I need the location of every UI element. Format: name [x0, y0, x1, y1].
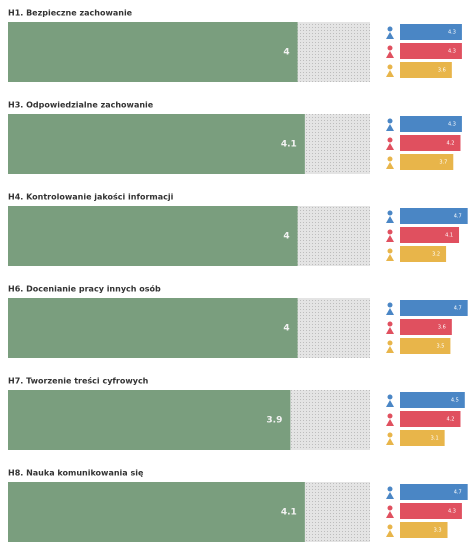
score-bar	[8, 114, 305, 174]
group-label: 4.7	[454, 490, 462, 496]
person-icon	[387, 340, 393, 346]
person-icon	[386, 511, 394, 518]
person-icon	[387, 229, 393, 235]
person-icon	[387, 156, 393, 162]
score-bar	[8, 482, 305, 542]
person-icon	[387, 26, 393, 32]
group-bar	[400, 319, 452, 335]
group-bar	[400, 338, 451, 354]
person-icon	[387, 137, 393, 143]
person-icon	[387, 45, 393, 51]
group-bar	[400, 503, 462, 519]
group-bar	[400, 484, 468, 500]
score-label: 4	[283, 48, 289, 58]
group-label: 4.1	[445, 233, 453, 239]
group-bar	[400, 392, 465, 408]
person-icon	[387, 524, 393, 530]
score-label: 4.1	[281, 508, 297, 518]
score-bar	[8, 390, 291, 450]
group-label: 4.7	[454, 306, 462, 312]
group-bar	[400, 430, 445, 446]
person-icon	[386, 216, 394, 223]
group-bar	[400, 246, 447, 262]
person-icon	[387, 210, 393, 216]
score-label: 4	[283, 324, 289, 334]
panel-title: H4. Kontrolowanie jakości informacji	[8, 192, 174, 202]
person-icon	[387, 505, 393, 511]
group-label: 3.1	[431, 436, 439, 442]
person-icon	[386, 492, 394, 499]
person-icon	[387, 394, 393, 400]
panel-title: H3. Odpowiedzialne zachowanie	[8, 101, 154, 110]
person-icon	[387, 64, 393, 70]
group-bar	[400, 135, 461, 151]
panel-title: H8. Nauka komunikowania się	[8, 469, 144, 478]
group-bar	[400, 62, 452, 78]
person-icon	[386, 51, 394, 58]
group-label: 3.5	[436, 344, 444, 350]
person-icon	[386, 400, 394, 407]
person-icon	[386, 124, 394, 131]
score-bar	[8, 206, 298, 266]
group-label: 4.2	[447, 141, 455, 147]
person-icon	[386, 235, 394, 242]
person-icon	[387, 118, 393, 124]
group-bar	[400, 208, 468, 224]
score-bar	[8, 298, 298, 358]
person-icon	[387, 432, 393, 438]
group-bar	[400, 227, 460, 243]
score-label: 4.1	[281, 140, 297, 150]
person-icon	[386, 346, 394, 353]
score-label: 3.9	[266, 416, 282, 426]
group-label: 3.2	[432, 252, 440, 258]
person-icon	[386, 327, 394, 334]
person-icon	[386, 419, 394, 426]
group-label: 3.6	[438, 325, 446, 331]
group-bar	[400, 43, 462, 59]
person-icon	[386, 530, 394, 537]
group-label: 3.3	[434, 528, 442, 534]
person-icon	[386, 143, 394, 150]
group-label: 3.7	[439, 160, 447, 166]
group-label: 4.2	[447, 417, 455, 423]
panel-title: H7. Tworzenie treści cyfrowych	[8, 376, 149, 386]
group-bar	[400, 300, 468, 316]
person-icon	[386, 308, 394, 315]
person-icon	[386, 254, 394, 261]
group-label: 4.3	[448, 122, 456, 128]
person-icon	[386, 70, 394, 77]
group-label: 4.5	[451, 398, 459, 404]
group-bar	[400, 522, 448, 538]
person-icon	[387, 413, 393, 419]
panel-title: H6. Docenianie pracy innych osób	[8, 284, 161, 294]
group-label: 4.7	[454, 214, 462, 220]
group-label: 3.6	[438, 68, 446, 74]
group-bar	[400, 154, 454, 170]
panel-title: H1. Bezpieczne zachowanie	[8, 9, 133, 18]
person-icon	[386, 162, 394, 169]
person-icon	[387, 248, 393, 254]
score-label: 4	[283, 232, 289, 242]
person-icon	[387, 486, 393, 492]
group-bar	[400, 411, 461, 427]
score-bar	[8, 22, 298, 82]
person-icon	[386, 32, 394, 39]
group-label: 4.3	[448, 49, 456, 55]
group-label: 4.3	[448, 30, 456, 36]
person-icon	[386, 438, 394, 445]
person-icon	[387, 302, 393, 308]
group-bar	[400, 116, 462, 132]
group-label: 4.3	[448, 509, 456, 515]
group-bar	[400, 24, 462, 40]
person-icon	[387, 321, 393, 327]
